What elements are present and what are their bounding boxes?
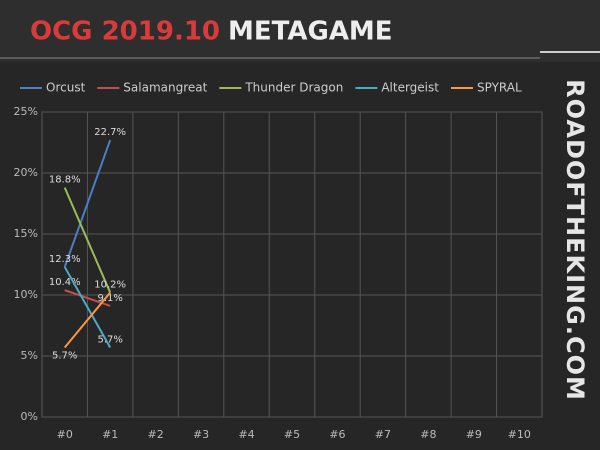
data-label: 12.3% [49, 254, 81, 265]
series-line [63, 266, 112, 348]
data-label: 10.4% [49, 277, 81, 288]
legend-label: Altergeist [381, 81, 439, 95]
chart-title: OCG 2019.10 [30, 17, 220, 47]
data-label: 5.7% [52, 350, 77, 361]
legend-label: Salamangreat [123, 81, 207, 95]
series-line [63, 187, 112, 293]
x-tick-label: #6 [329, 428, 345, 441]
series-line [63, 291, 111, 349]
x-tick-label: #3 [193, 428, 209, 441]
y-tick-label: 5% [21, 349, 38, 362]
x-tick-label: #8 [420, 428, 436, 441]
x-tick-label: #2 [148, 428, 164, 441]
series-line [63, 139, 112, 268]
legend-label: SPYRAL [477, 81, 522, 95]
x-tick-label: #1 [102, 428, 118, 441]
x-tick-label: #0 [57, 428, 73, 441]
x-tick-label: #5 [284, 428, 300, 441]
x-tick-label: #9 [466, 428, 482, 441]
data-label: 22.7% [94, 127, 126, 138]
y-tick-label: 20% [14, 166, 38, 179]
data-label: 9.1% [97, 293, 122, 304]
series-line [64, 289, 111, 307]
x-tick-label: #4 [238, 428, 254, 441]
header [0, 0, 600, 62]
data-label: 10.2% [94, 280, 126, 291]
x-tick-label: #10 [508, 428, 531, 441]
y-tick-label: 0% [21, 410, 38, 423]
y-tick-label: 15% [14, 227, 38, 240]
chart-title-suffix: METAGAME [228, 17, 393, 47]
data-label: 5.7% [97, 334, 122, 345]
y-tick-label: 10% [14, 288, 38, 301]
data-label: 18.8% [49, 175, 81, 186]
x-tick-label: #7 [375, 428, 391, 441]
y-tick-label: 25% [14, 105, 38, 118]
legend-label: Orcust [46, 81, 86, 95]
legend-label: Thunder Dragon [244, 81, 343, 95]
watermark: ROADOFTHEKING.COM [561, 79, 589, 401]
